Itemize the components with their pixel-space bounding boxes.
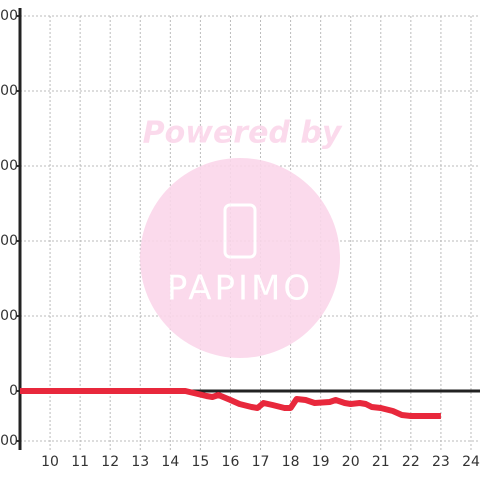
- y-tick-label: 90,000: [0, 158, 18, 174]
- x-tick-label: 10: [41, 454, 59, 470]
- x-tick-label: 16: [222, 454, 240, 470]
- grid: [20, 15, 480, 450]
- watermark-phone: [223, 203, 257, 259]
- y-tick-label: 60,000: [0, 233, 18, 249]
- y-tick-label: 120,000: [0, 83, 18, 99]
- y-tick-label: 30,000: [0, 308, 18, 324]
- watermark-bottom: PAPIMO: [167, 269, 313, 309]
- x-tick-label: 13: [131, 454, 149, 470]
- x-tick-label: 24: [462, 454, 480, 470]
- y-tick-label: 150,000: [0, 8, 18, 24]
- x-tick-label: 17: [252, 454, 270, 470]
- x-tick-label: 12: [101, 454, 119, 470]
- x-tick-label: 15: [191, 454, 209, 470]
- x-tick-label: 14: [161, 454, 179, 470]
- y-tick-label: 0: [9, 383, 18, 399]
- x-tick-label: 23: [432, 454, 450, 470]
- x-tick-label: 21: [372, 454, 390, 470]
- y-tick-label: -20,000: [0, 433, 18, 449]
- watermark-top: Powered by: [143, 116, 343, 151]
- x-tick-label: 20: [342, 454, 360, 470]
- x-tick-label: 18: [282, 454, 300, 470]
- x-tick-label: 22: [402, 454, 420, 470]
- watermark: Powered by PAPIMO: [140, 116, 343, 358]
- x-tick-label: 19: [312, 454, 330, 470]
- x-tick-label: 11: [71, 454, 89, 470]
- line-series: [20, 388, 441, 419]
